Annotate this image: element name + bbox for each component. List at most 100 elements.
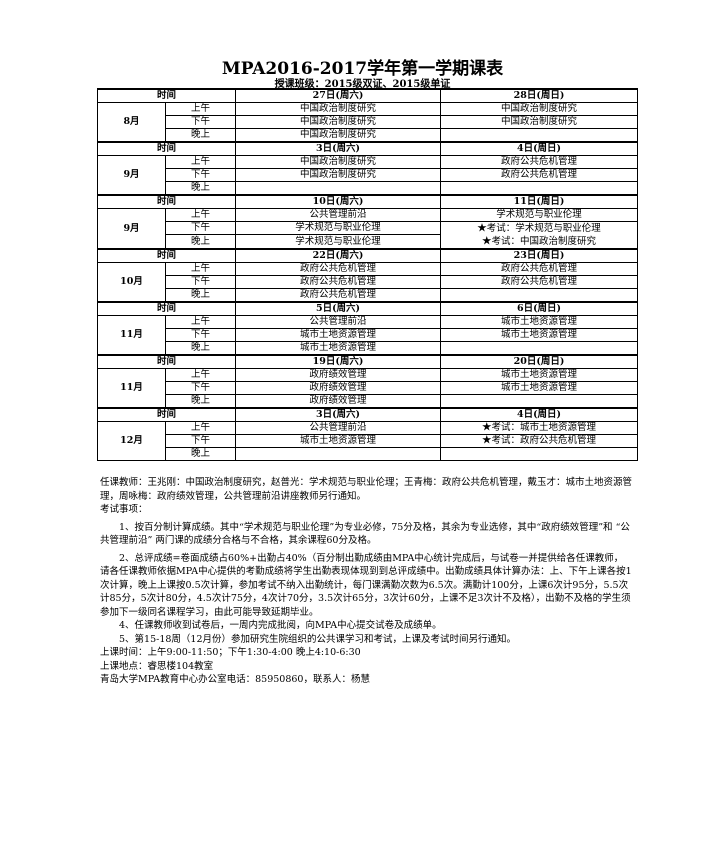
time-label: 时间 [96,141,237,156]
sunday-class: 政府公共危机管理 [440,155,639,169]
saturday-date: 27日(周六) [235,88,442,103]
schedule-row: 下午 中国政治制度研究 中国政治制度研究 [98,115,639,129]
saturday-class: 城市土地资源管理 [235,434,442,448]
sunday-date: 4日(周日) [440,141,639,156]
period-label: 上午 [164,208,237,222]
time-label: 时间 [96,194,237,209]
schedule-row: 11月 上午 公共管理前沿 城市土地资源管理 [97,315,639,356]
sunday-class [440,181,639,196]
notes-section: 任课教师：王兆刚：中国政治制度研究，赵普光：学术规范与职业伦理；王青梅：政府公共… [100,476,632,687]
sunday-class: 政府公共危机管理 [440,168,639,182]
schedule-row: 下午 城市土地资源管理 ★考试：政府公共危机管理 [98,434,639,448]
sunday-class [440,394,639,409]
time-label: 时间 [96,354,237,369]
date-header-row: 时间 22日(周六) 23日(周日) [96,248,639,263]
saturday-class: 政府绩效管理 [235,368,442,382]
schedule-row: 下午 政府公共危机管理 政府公共危机管理 [98,275,639,289]
schedule-row: 9月 上午 中国政治制度研究 政府公共危机管理 [97,155,639,196]
saturday-date: 10日(周六) [235,194,442,209]
sunday-class: 城市土地资源管理 [440,328,639,342]
schedule-row: 12月 上午 公共管理前沿 ★考试：城市土地资源管理 [97,421,639,461]
month-label: 10月 [97,262,166,303]
sunday-class: 城市土地资源管理 [440,315,639,329]
schedule-row: 11月 上午 政府绩效管理 城市土地资源管理 [97,368,639,409]
schedule-row: 晚上 城市土地资源管理 [98,341,639,356]
sunday-date: 11日(周日) [440,194,639,209]
sunday-class: 学术规范与职业伦理 [440,208,639,222]
sunday-class [440,128,639,143]
saturday-class: 城市土地资源管理 [235,328,442,342]
saturday-class: 中国政治制度研究 [235,102,442,116]
period-label: 晚上 [164,234,237,250]
sunday-class: 城市土地资源管理 [440,368,639,382]
teachers-note: 任课教师：王兆刚：中国政治制度研究，赵普光：学术规范与职业伦理；王青梅：政府公共… [100,477,633,502]
date-header-row: 时间 19日(周六) 20日(周日) [96,354,639,369]
saturday-class: 政府绩效管理 [235,381,442,395]
date-header-row: 时间 3日(周六) 4日(周日) [96,141,639,156]
saturday-date: 22日(周六) [235,248,442,263]
date-header-row: 时间 3日(周六) 4日(周日) [96,407,639,422]
sunday-class [440,447,639,461]
month-label: 9月 [97,155,166,196]
month-label: 8月 [97,102,166,143]
saturday-class: 公共管理前沿 [235,208,442,222]
period-label: 上午 [164,155,237,169]
sunday-class: 中国政治制度研究 [440,102,639,116]
sunday-class [440,288,639,303]
period-label: 下午 [164,168,237,182]
schedule-row: 下午 城市土地资源管理 城市土地资源管理 [98,328,639,342]
saturday-date: 5日(周六) [235,301,442,316]
contact-info: 青岛大学MPA教育中心办公室电话：85950860，联系人：杨慧 [100,674,370,685]
month-label: 9月 [97,208,166,250]
schedule-table: 时间 27日(周六) 28日(周日) 8月 上午 中国政治制度研究 中国政治制度研究 下午 中国… [96,88,639,461]
period-label: 晚上 [164,341,237,356]
schedule-row: 晚上 [98,447,639,461]
period-label: 上午 [164,262,237,276]
period-label: 上午 [164,421,237,435]
sunday-date: 23日(周日) [440,248,639,263]
date-header-row: 时间 27日(周六) 28日(周日) [96,88,639,103]
saturday-class: 中国政治制度研究 [235,115,442,129]
saturday-class [235,181,442,196]
saturday-class: 政府公共危机管理 [235,288,442,303]
period-label: 晚上 [164,447,237,461]
period-label: 下午 [164,275,237,289]
month-label: 12月 [97,421,166,461]
schedule-row: 下午 政府绩效管理 城市土地资源管理 [98,381,639,395]
exam-item-4: 4、任课教师收到试卷后，一周内完成批阅，向MPA中心提交试卷及成绩单。 [119,620,442,631]
time-label: 时间 [96,407,237,422]
time-label: 时间 [96,301,237,316]
period-label: 晚上 [164,394,237,409]
sunday-class: 城市土地资源管理 [440,381,639,395]
sunday-class: 政府公共危机管理 [440,275,639,289]
schedule-row: 晚上 [98,181,639,196]
sunday-date: 6日(周日) [440,301,639,316]
exam-line: ★考试：学术规范与职业伦理 [477,223,601,234]
period-label: 上午 [164,102,237,116]
exam-heading: 考试事项： [100,504,148,515]
schedule-row: 晚上 政府绩效管理 [98,394,639,409]
saturday-class: 学术规范与职业伦理 [235,234,442,250]
period-label: 下午 [164,115,237,129]
saturday-date: 19日(周六) [235,354,442,369]
period-label: 下午 [164,434,237,448]
saturday-date: 3日(周六) [235,407,442,422]
sunday-date: 20日(周日) [440,354,639,369]
period-label: 晚上 [164,181,237,196]
schedule-row: 晚上 政府公共危机管理 [98,288,639,303]
exam-item-2: 2、总评成绩=卷面成绩占60%+出勤占40%（百分制出勤成绩由MPA中心统计完成… [100,552,632,618]
page-title: MPA2016-2017学年第一学期课表 [221,59,504,79]
exam-line: ★考试：中国政治制度研究 [482,236,597,247]
period-label: 上午 [164,315,237,329]
saturday-class: 政府公共危机管理 [235,262,442,276]
month-label: 11月 [97,315,166,356]
schedule-row: 9月 上午 公共管理前沿 学术规范与职业伦理 [97,208,639,250]
schedule-row: 下午 中国政治制度研究 政府公共危机管理 [98,168,639,182]
saturday-class: 中国政治制度研究 [235,128,442,143]
saturday-class [235,447,442,461]
sunday-class: 中国政治制度研究 [440,115,639,129]
saturday-date: 3日(周六) [235,141,442,156]
exam-item-5: 5、第15-18周（12月份）参加研究生院组织的公共课学习和考试，上课及考试时间… [119,633,517,645]
period-label: 晚上 [164,128,237,143]
period-label: 晚上 [164,288,237,303]
